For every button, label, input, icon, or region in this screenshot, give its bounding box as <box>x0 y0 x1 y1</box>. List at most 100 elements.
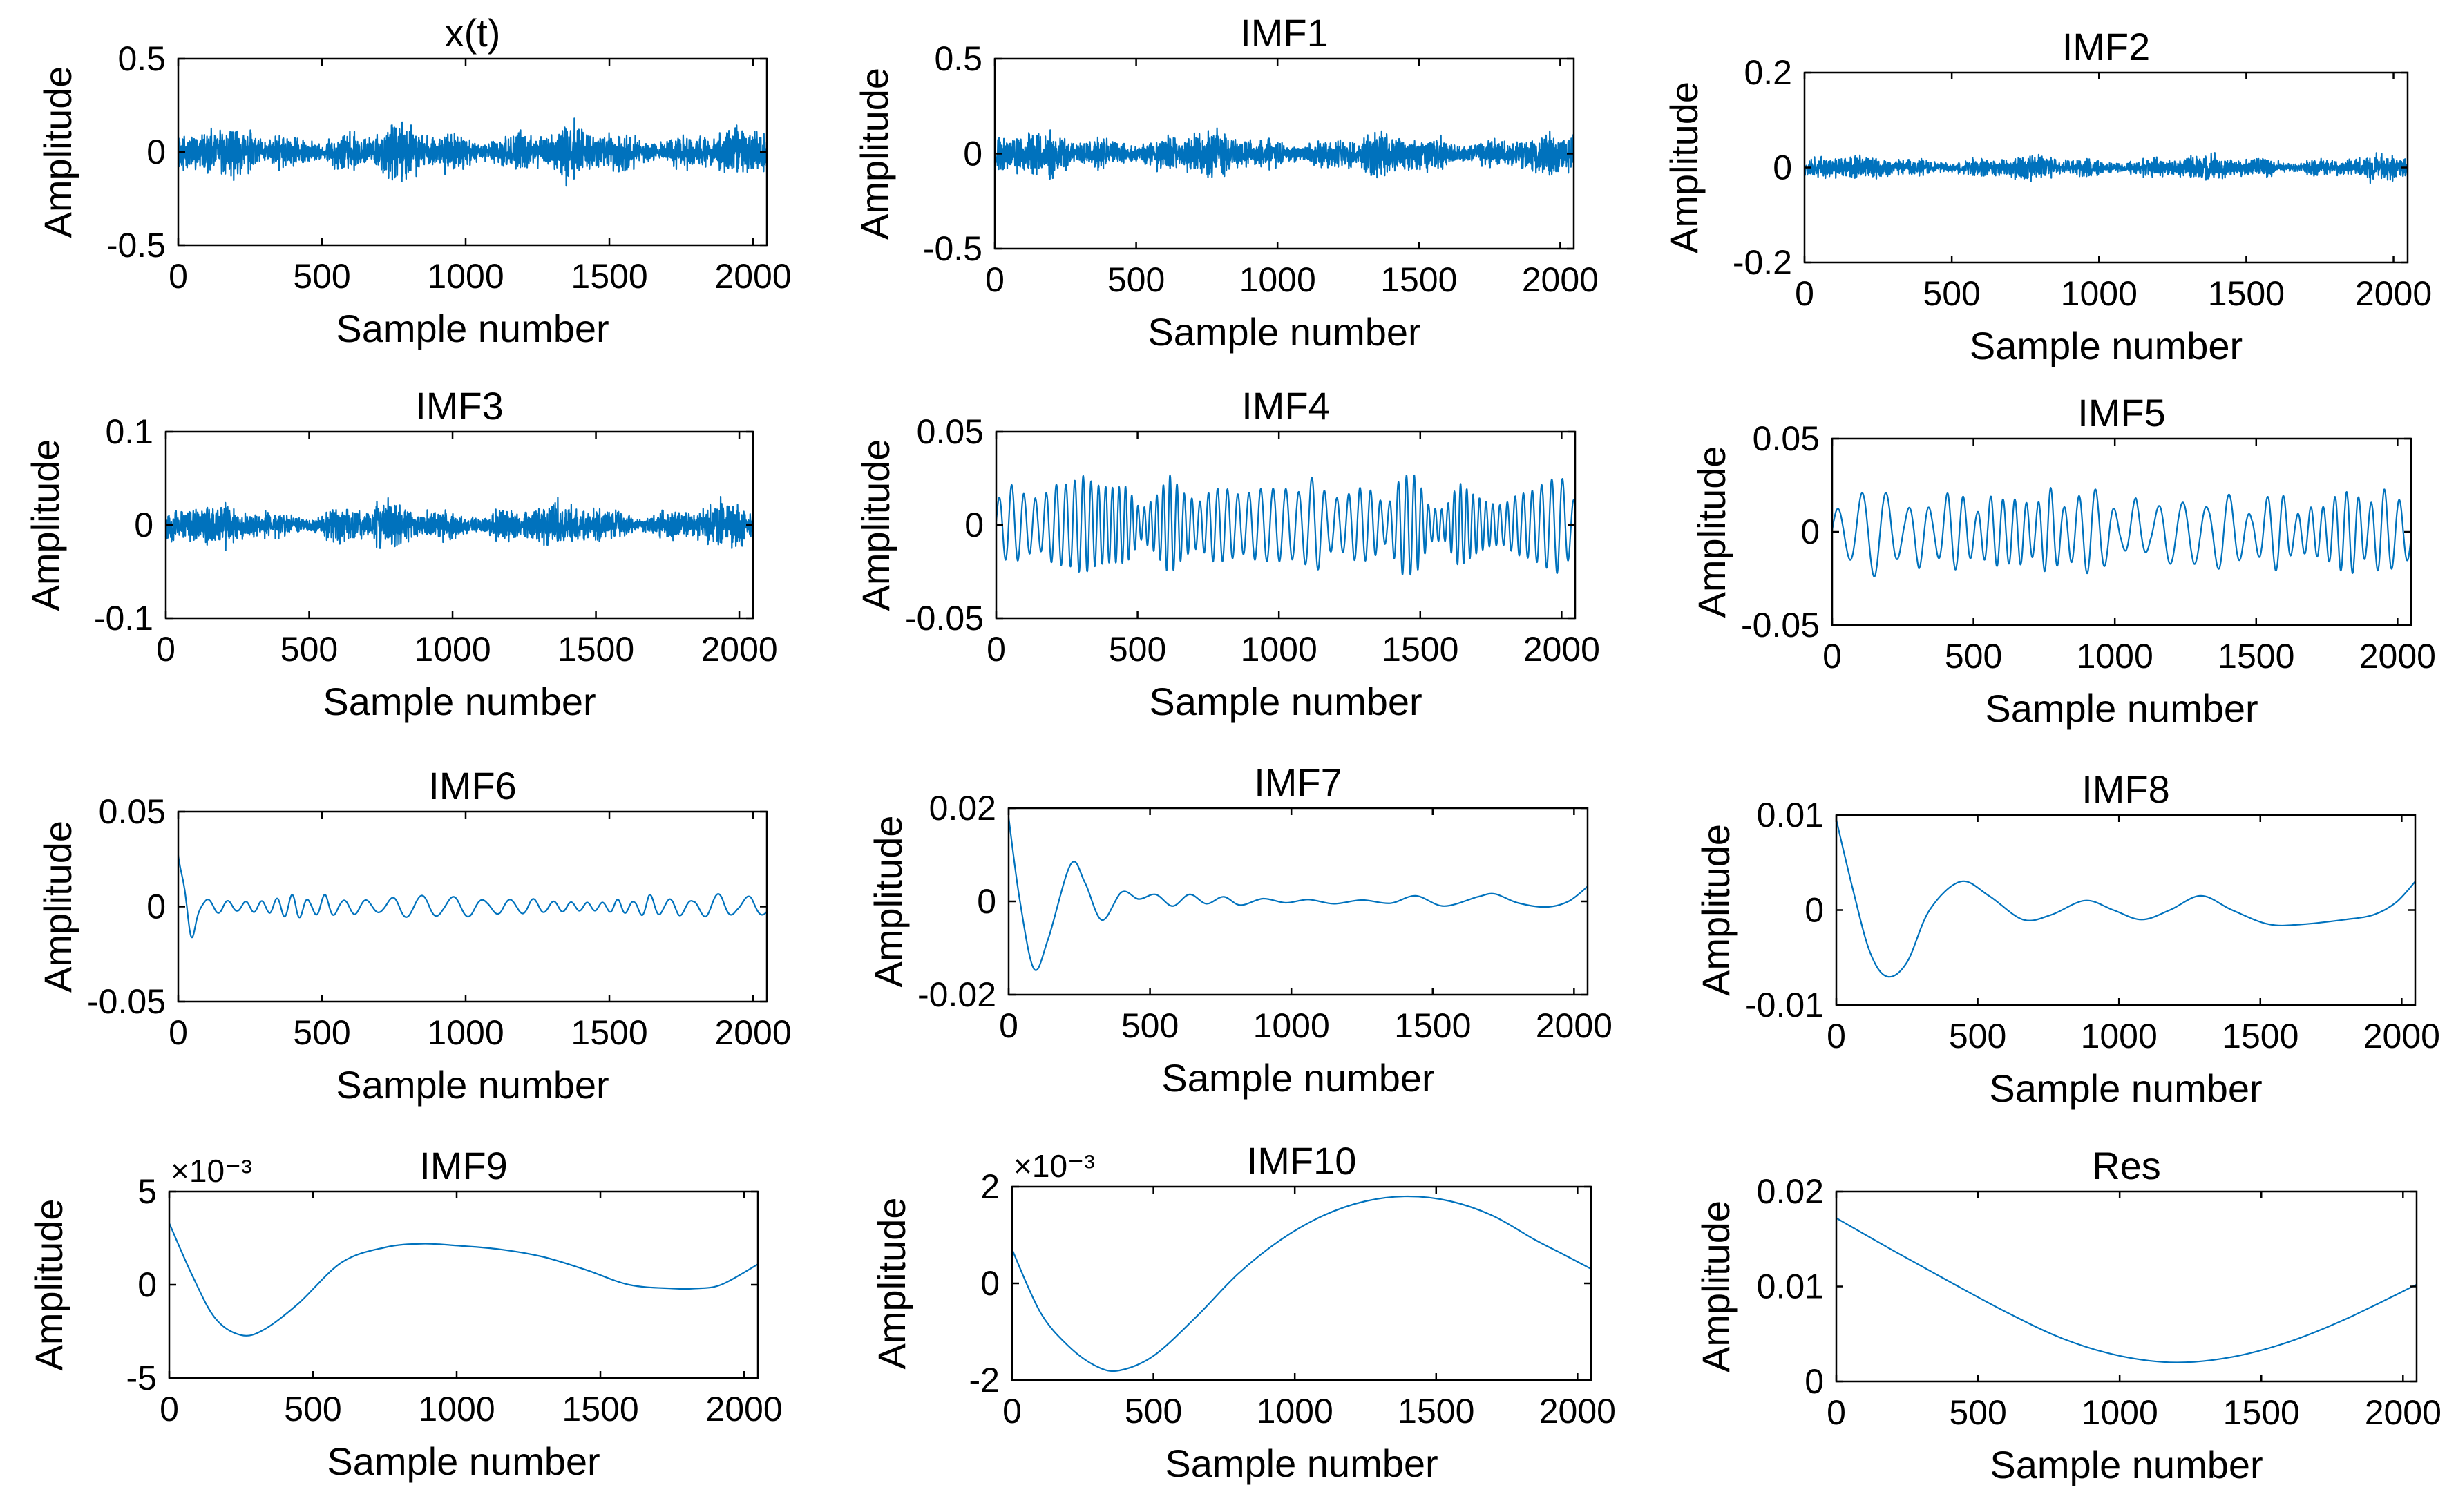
y-tick-label: 0.01 <box>1757 1267 1824 1306</box>
x-tick-label: 1000 <box>1253 1006 1330 1045</box>
subplot-title: IMF3 <box>415 384 504 428</box>
y-tick-label: -0.2 <box>1733 243 1792 282</box>
y-tick-label: 0.5 <box>117 39 166 78</box>
y-tick-label: 0 <box>977 882 996 921</box>
x-tick-label: 0 <box>169 1013 188 1052</box>
x-axis-label: Sample number <box>1148 310 1420 354</box>
y-tick-label: 0.02 <box>929 789 996 827</box>
y-axis-label: Amplitude <box>23 439 67 611</box>
x-tick-label: 1500 <box>2218 637 2294 676</box>
y-tick-label: 0.5 <box>934 39 982 78</box>
x-axis-label: Sample number <box>336 307 609 350</box>
x-tick-label: 2000 <box>714 1013 791 1052</box>
y-tick-label: -2 <box>969 1361 1000 1399</box>
y-tick-label: 0 <box>964 506 984 544</box>
y-axis-label: Amplitude <box>870 1197 913 1369</box>
x-tick-label: 2000 <box>2363 1017 2440 1055</box>
y-tick-label: 0 <box>1773 149 1792 187</box>
x-axis-label: Sample number <box>327 1439 600 1483</box>
x-tick-label: 500 <box>284 1390 341 1428</box>
x-tick-label: 2000 <box>2365 1393 2441 1432</box>
y-axis-label: Amplitude <box>866 815 910 987</box>
x-tick-label: 2000 <box>701 630 777 669</box>
subplot-title: IMF9 <box>419 1144 508 1187</box>
subplot-title: IMF4 <box>1241 384 1330 428</box>
y-tick-label: 0 <box>980 1264 1000 1303</box>
x-tick-label: 1000 <box>414 630 491 669</box>
series-line <box>164 495 754 551</box>
x-tick-label: 0 <box>985 260 1005 299</box>
x-tick-label: 500 <box>1949 1393 2006 1432</box>
x-tick-label: 2000 <box>1536 1006 1612 1045</box>
x-tick-label: 1000 <box>2061 274 2138 313</box>
y-tick-label: -0.01 <box>1745 986 1824 1024</box>
y-axis-label: Amplitude <box>1694 824 1738 996</box>
series-line <box>1836 1217 2417 1363</box>
x-tick-label: 1500 <box>2208 274 2285 313</box>
x-tick-label: 500 <box>293 257 350 296</box>
x-tick-label: 1000 <box>2077 637 2153 676</box>
x-tick-label: 1500 <box>1382 630 1458 669</box>
series-line <box>177 117 768 187</box>
x-axis-label: Sample number <box>1990 1443 2263 1486</box>
x-axis-label: Sample number <box>1985 687 2258 730</box>
y-tick-label: 0 <box>1805 1362 1824 1401</box>
x-tick-label: 2000 <box>2355 274 2432 313</box>
y-tick-label: -0.5 <box>923 229 982 268</box>
y-tick-label: 0.05 <box>99 792 166 831</box>
y-tick-label: -0.02 <box>917 975 996 1014</box>
y-tick-label: 0.1 <box>105 412 153 451</box>
subplot-title: IMF8 <box>2082 767 2170 811</box>
x-tick-label: 1500 <box>1394 1006 1471 1045</box>
x-tick-label: 500 <box>1945 637 2002 676</box>
subplot-title: IMF5 <box>2077 391 2166 434</box>
subplot-12: 0 500 1000 1500 2000 0 0.01 0.02 Res Sample numbe… <box>1694 1144 2441 1486</box>
x-tick-label: 2000 <box>2359 637 2436 676</box>
series-line <box>1835 819 2416 978</box>
x-tick-label: 1000 <box>418 1390 495 1428</box>
y-tick-label: 0 <box>1800 513 1820 551</box>
x-tick-label: 1500 <box>2223 1393 2300 1432</box>
series-line <box>1011 1195 1592 1372</box>
x-tick-label: 500 <box>293 1013 350 1052</box>
x-tick-label: 500 <box>1923 274 1980 313</box>
y-tick-label: 0 <box>1805 891 1824 930</box>
x-tick-label: 0 <box>156 630 175 669</box>
x-tick-label: 1500 <box>1398 1392 1474 1430</box>
x-tick-label: 0 <box>169 257 188 296</box>
x-tick-label: 0 <box>1827 1017 1846 1055</box>
x-tick-label: 1000 <box>427 257 504 296</box>
x-tick-label: 500 <box>1125 1392 1182 1430</box>
x-tick-label: 1000 <box>1241 630 1317 669</box>
x-tick-label: 1500 <box>558 630 634 669</box>
subplot-title: Res <box>2092 1144 2161 1187</box>
y-tick-label: 0 <box>137 1265 157 1304</box>
x-tick-label: 500 <box>1949 1017 2006 1055</box>
y-tick-label: 0 <box>146 133 166 171</box>
x-tick-label: 0 <box>1822 637 1842 676</box>
y-tick-label: -0.1 <box>94 599 153 638</box>
series-line <box>1007 817 1588 971</box>
y-tick-label: 5 <box>137 1172 157 1211</box>
series-line <box>995 474 1576 576</box>
x-tick-label: 1500 <box>2222 1017 2298 1055</box>
y-exponent-label: ×10⁻³ <box>1013 1148 1095 1184</box>
y-axis-label: Amplitude <box>1694 1200 1738 1372</box>
y-tick-label: 0.01 <box>1757 796 1824 834</box>
x-tick-label: 1500 <box>571 1013 647 1052</box>
subplot-title: IMF10 <box>1247 1139 1357 1183</box>
x-tick-label: 1000 <box>427 1013 504 1052</box>
x-tick-label: 0 <box>987 630 1006 669</box>
subplot-title: IMF2 <box>2062 25 2151 68</box>
x-axis-label: Sample number <box>1165 1442 1438 1485</box>
subplot-title: IMF6 <box>428 764 517 807</box>
x-tick-label: 0 <box>1795 274 1814 313</box>
y-tick-label: 0 <box>146 888 166 926</box>
x-tick-label: 500 <box>280 630 338 669</box>
